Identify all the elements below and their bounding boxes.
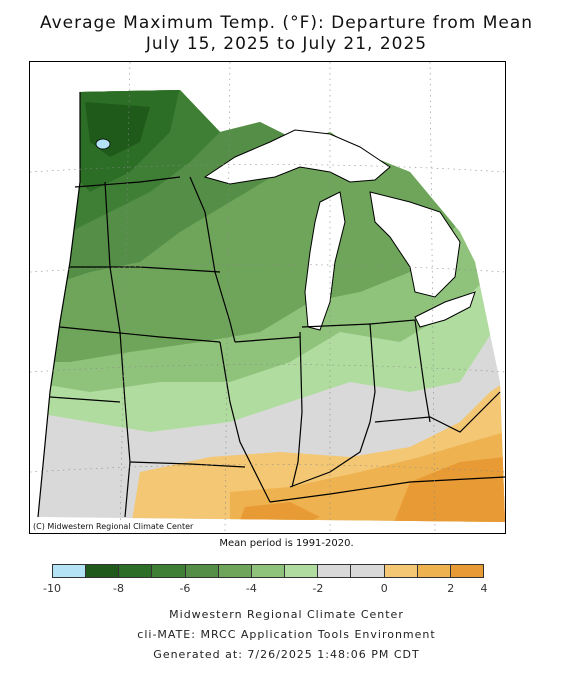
legend-tick-label: 0 [380,582,388,595]
lake-superior [203,129,391,185]
legend-swatch [86,565,120,577]
legend-swatch [119,565,153,577]
legend-swatch [218,565,252,577]
legend-swatch [450,565,484,577]
lake-huron [369,191,461,298]
legend-swatch [384,565,418,577]
legend-swatch [351,565,385,577]
footer-tool: cli-MATE: MRCC Application Tools Environ… [137,628,436,641]
map-title: Average Maximum Temp. (°F): Departure fr… [39,13,534,33]
departure-map [30,62,505,533]
legend-swatch [53,565,87,577]
legend-tick-label: 2 [447,582,455,595]
lake-erie [414,291,476,328]
legend-tick-label: -2 [312,582,324,595]
legend-swatch [185,565,219,577]
footer-organization: Midwestern Regional Climate Center [169,608,404,621]
legend-tick-label: -10 [43,582,61,595]
legend-swatch [318,565,352,577]
lake-michigan [304,191,346,331]
legend-swatch [285,565,319,577]
map-date-range: July 15, 2025 to July 21, 2025 [145,34,428,54]
legend-tick-label: 4 [480,582,488,595]
legend-tick-label: -6 [179,582,191,595]
legend-tick-label: -4 [245,582,257,595]
legend-swatch [251,565,286,577]
legend-tick-label: -8 [112,582,124,595]
legend-swatch [417,565,451,577]
color-legend [52,564,484,578]
legend-swatch [152,565,186,577]
mean-period-note: Mean period is 1991-2020. [219,538,354,549]
copyright-label: (C) Midwestern Regional Climate Center [31,522,196,531]
map-panel: (C) Midwestern Regional Climate Center [29,61,506,534]
footer-generated: Generated at: 7/26/2025 1:48:06 PM CDT [153,648,420,661]
